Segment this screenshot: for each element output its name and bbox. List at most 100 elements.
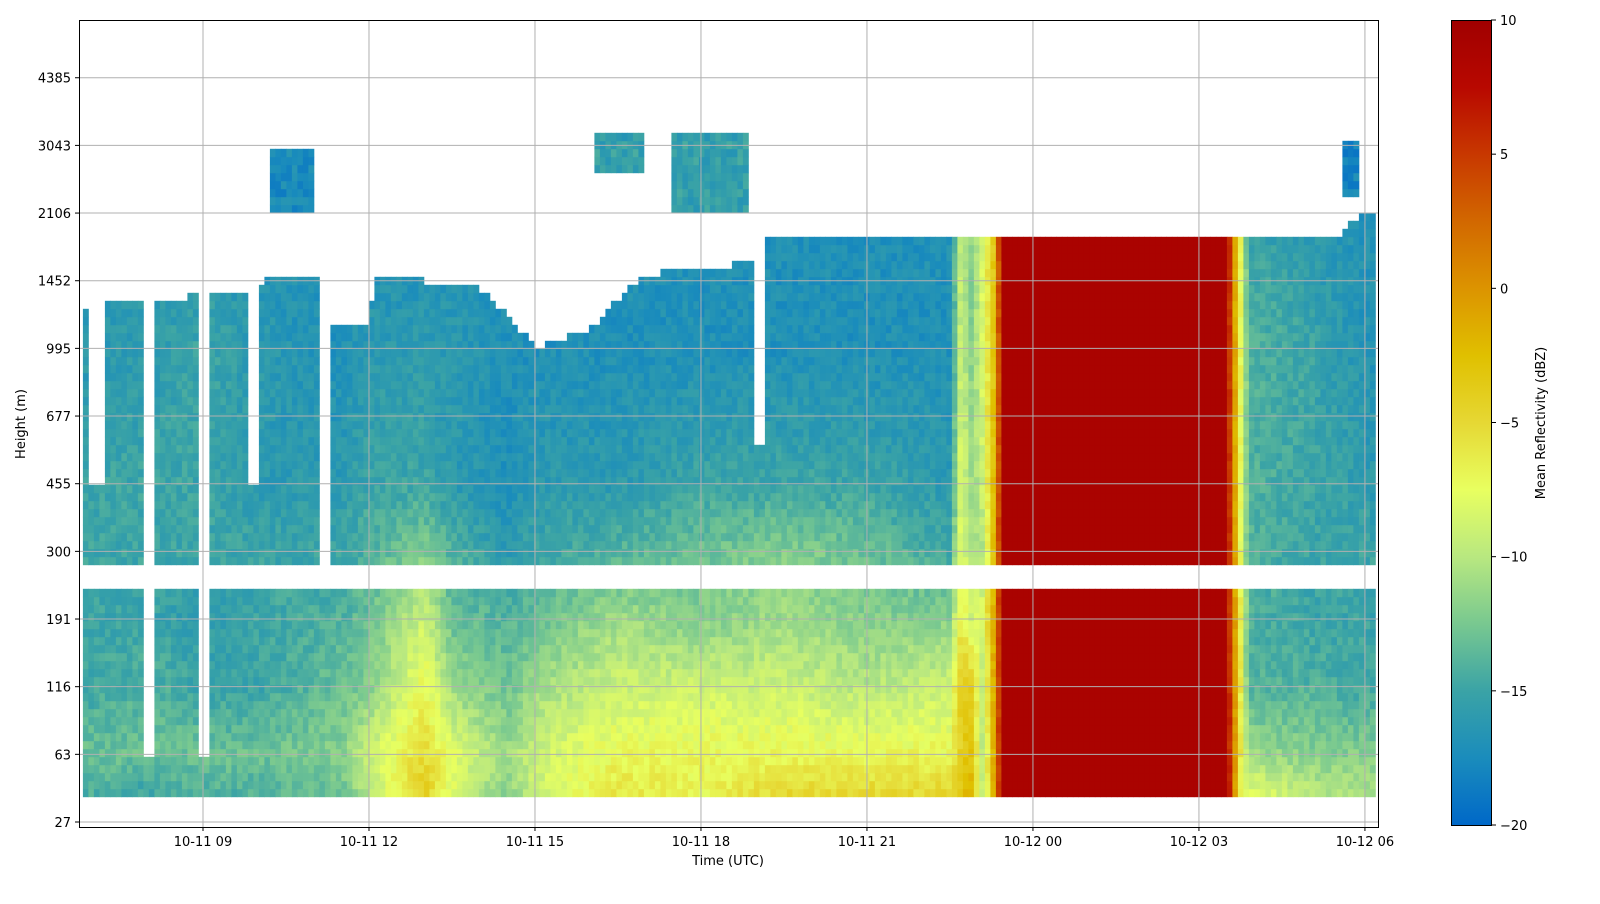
heatmap-cell — [484, 316, 491, 326]
heatmap-cell — [451, 548, 458, 558]
heatmap-cell — [132, 692, 139, 702]
heatmap-cell — [374, 332, 381, 342]
heatmap-cell — [280, 148, 287, 158]
heatmap-cell — [330, 628, 337, 638]
heatmap-cell — [544, 396, 551, 406]
heatmap-cell — [517, 348, 524, 358]
heatmap-cell — [220, 420, 227, 430]
heatmap-cell — [434, 332, 441, 342]
heatmap-cell — [533, 764, 540, 774]
heatmap-cell — [269, 404, 276, 414]
heatmap-cell — [478, 492, 485, 502]
heatmap-cell — [517, 340, 524, 350]
heatmap-cell — [308, 748, 315, 758]
heatmap-cell — [341, 788, 348, 798]
heatmap-cell — [544, 628, 551, 638]
heatmap-cell — [159, 508, 166, 518]
heatmap-cell — [550, 516, 557, 526]
heatmap-cell — [429, 516, 436, 526]
heatmap-cell — [308, 324, 315, 334]
heatmap-cell — [302, 180, 309, 190]
heatmap-cell — [269, 756, 276, 766]
heatmap-cell — [93, 740, 100, 750]
heatmap-cell — [379, 524, 386, 534]
heatmap-cell — [176, 692, 183, 702]
heatmap-cell — [121, 316, 128, 326]
heatmap-cell — [451, 428, 458, 438]
heatmap-cell — [467, 380, 474, 390]
heatmap-cell — [506, 532, 513, 542]
heatmap-cell — [473, 460, 480, 470]
heatmap-cell — [495, 388, 502, 398]
heatmap-cell — [385, 436, 392, 446]
heatmap-cell — [500, 428, 507, 438]
heatmap-cell — [258, 692, 265, 702]
heatmap-cell — [506, 708, 513, 718]
heatmap-cell — [445, 348, 452, 358]
heatmap-cell — [467, 308, 474, 318]
heatmap-cell — [456, 668, 463, 678]
heatmap-cell — [165, 316, 172, 326]
heatmap-cell — [99, 516, 106, 526]
heatmap-cell — [269, 316, 276, 326]
heatmap-cell — [412, 540, 419, 550]
heatmap-cell — [572, 620, 579, 630]
heatmap-cell — [291, 348, 298, 358]
heatmap-cell — [275, 540, 282, 550]
heatmap-cell — [522, 756, 529, 766]
heatmap-cell — [242, 676, 249, 686]
heatmap-cell — [357, 708, 364, 718]
heatmap-cell — [242, 652, 249, 662]
heatmap-cell — [418, 764, 425, 774]
heatmap-cell — [572, 500, 579, 510]
heatmap-cell — [478, 780, 485, 790]
heatmap-cell — [110, 604, 117, 614]
heatmap-cell — [445, 668, 452, 678]
heatmap-cell — [533, 700, 540, 710]
heatmap-cell — [324, 596, 331, 606]
heatmap-cell — [121, 500, 128, 510]
heatmap-cell — [429, 588, 436, 598]
heatmap-cell — [170, 652, 177, 662]
heatmap-cell — [445, 388, 452, 398]
heatmap-cell — [473, 380, 480, 390]
heatmap-cell — [484, 652, 491, 662]
heatmap-cell — [456, 780, 463, 790]
heatmap-cell — [313, 420, 320, 430]
heatmap-cell — [434, 396, 441, 406]
heatmap-cell — [330, 540, 337, 550]
heatmap-cell — [225, 404, 232, 414]
heatmap-cell — [407, 356, 414, 366]
heatmap-cell — [451, 620, 458, 630]
heatmap-cell — [341, 500, 348, 510]
heatmap-cell — [264, 676, 271, 686]
heatmap-cell — [550, 628, 557, 638]
heatmap-cell — [462, 436, 469, 446]
heatmap-cell — [242, 532, 249, 542]
heatmap-cell — [445, 476, 452, 486]
heatmap-cell — [561, 780, 568, 790]
heatmap-cell — [181, 788, 188, 798]
heatmap-cell — [170, 484, 177, 494]
heatmap-cell — [385, 308, 392, 318]
heatmap-cell — [192, 556, 199, 566]
heatmap-cell — [264, 708, 271, 718]
heatmap-cell — [187, 644, 194, 654]
heatmap-cell — [374, 652, 381, 662]
heatmap-cell — [110, 548, 117, 558]
heatmap-cell — [544, 764, 551, 774]
heatmap-cell — [231, 652, 238, 662]
heatmap-cell — [286, 780, 293, 790]
heatmap-cell — [214, 588, 221, 598]
heatmap-cell — [297, 524, 304, 534]
heatmap-cell — [506, 604, 513, 614]
heatmap-cell — [473, 388, 480, 398]
heatmap-cell — [269, 348, 276, 358]
heatmap-cell — [440, 452, 447, 462]
heatmap-cell — [511, 732, 518, 742]
heatmap-cell — [187, 700, 194, 710]
heatmap-cell — [396, 460, 403, 470]
heatmap-cell — [456, 444, 463, 454]
heatmap-cell — [104, 588, 111, 598]
heatmap-cell — [258, 532, 265, 542]
